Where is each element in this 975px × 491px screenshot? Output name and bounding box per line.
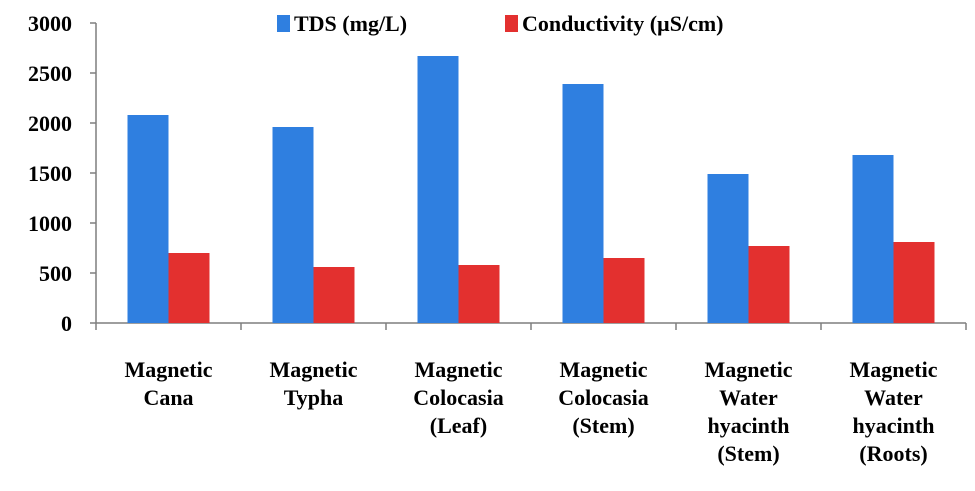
x-category-label-line: (Roots) — [859, 441, 927, 466]
legend-swatch-conductivity — [505, 15, 518, 32]
legend-label-tds: TDS (mg/L) — [294, 11, 407, 36]
chart-axes — [90, 22, 967, 330]
x-category-label-line: (Leaf) — [430, 413, 487, 438]
x-category-label-line: Colocasia — [413, 385, 503, 410]
x-category-label: Magnetic Water hyacinth (Roots) — [850, 357, 938, 466]
x-category-label-line: Water — [864, 385, 923, 410]
x-category-label-line: Magnetic — [270, 357, 358, 382]
x-category-label-line: Magnetic — [560, 357, 648, 382]
bar-tds — [417, 56, 459, 323]
bar-tds — [707, 174, 749, 323]
chart-legend: TDS (mg/L) Conductivity (µS/cm) — [277, 11, 724, 36]
bar-conductivity — [458, 265, 500, 323]
x-category-label-line: Magnetic — [850, 357, 938, 382]
y-axis-ticks: 0 500 1000 1500 2000 2500 3000 — [28, 11, 72, 336]
x-category-label: Magnetic Colocasia (Stem) — [558, 357, 648, 438]
y-tick-label: 3000 — [28, 11, 72, 36]
x-axis-category-labels: Magnetic Cana Magnetic Typha Magnetic Colocas… — [125, 357, 938, 466]
legend-label-conductivity: Conductivity (µS/cm) — [522, 11, 724, 36]
x-category-label-line: Cana — [143, 385, 193, 410]
bar-conductivity — [603, 258, 645, 323]
x-category-label: Magnetic Cana — [125, 357, 213, 410]
y-tick-label: 2500 — [28, 61, 72, 86]
bar-tds — [272, 127, 314, 323]
x-category-label: Magnetic Water hyacinth (Stem) — [705, 357, 793, 466]
x-category-label-line: Magnetic — [125, 357, 213, 382]
x-category-label: Magnetic Typha — [270, 357, 358, 410]
bar-conductivity — [313, 267, 355, 323]
legend-swatch-tds — [277, 15, 290, 32]
y-tick-label: 1000 — [28, 211, 72, 236]
x-category-label-line: Magnetic — [705, 357, 793, 382]
x-category-label-line: Typha — [284, 385, 344, 410]
y-tick-label: 0 — [61, 311, 72, 336]
bar-conductivity — [168, 253, 210, 323]
x-category-label-line: Colocasia — [558, 385, 648, 410]
y-tick-label: 2000 — [28, 111, 72, 136]
x-category-label-line: (Stem) — [717, 441, 779, 466]
x-category-label-line: hyacinth — [708, 413, 790, 438]
y-tick-label: 1500 — [28, 161, 72, 186]
x-category-label-line: Water — [719, 385, 778, 410]
x-category-label-line: (Stem) — [572, 413, 634, 438]
x-category-label-line: Magnetic — [415, 357, 503, 382]
x-category-label: Magnetic Colocasia (Leaf) — [413, 357, 503, 438]
chart-bars — [127, 56, 935, 323]
x-category-label-line: hyacinth — [853, 413, 935, 438]
bar-tds — [852, 155, 894, 323]
bar-tds — [562, 84, 604, 323]
bar-tds — [127, 115, 169, 323]
y-tick-label: 500 — [39, 261, 72, 286]
bar-conductivity — [748, 246, 790, 323]
bar-conductivity — [893, 242, 935, 323]
